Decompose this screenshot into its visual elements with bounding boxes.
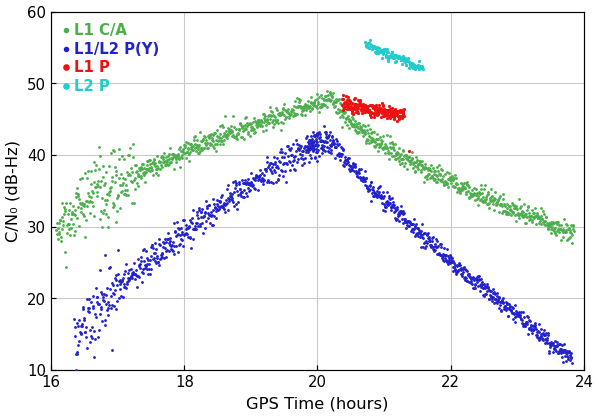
L1 C/A	[53, 228, 60, 233]
Line: L2 P: L2 P	[364, 38, 424, 71]
L1 P	[338, 103, 346, 108]
L1/L2 P(Y)	[81, 384, 88, 389]
L1 C/A	[228, 128, 235, 133]
L2 P	[377, 50, 385, 55]
L2 P	[394, 56, 401, 61]
L1 P	[344, 95, 352, 100]
L2 P	[418, 66, 425, 71]
L1/L2 P(Y)	[182, 226, 189, 231]
L1 P	[373, 105, 380, 110]
L2 P	[362, 40, 369, 45]
L1 P	[340, 93, 347, 98]
L2 P	[419, 67, 426, 72]
L1/L2 P(Y)	[458, 271, 465, 276]
L1 C/A	[63, 265, 70, 270]
Legend: L1 C/A, L1/L2 P(Y), L1 P, L2 P: L1 C/A, L1/L2 P(Y), L1 P, L2 P	[58, 19, 163, 98]
L1/L2 P(Y)	[567, 357, 574, 362]
L1/L2 P(Y)	[71, 317, 78, 322]
L1/L2 P(Y)	[313, 131, 320, 136]
L1 C/A	[336, 115, 343, 120]
Line: L1 P: L1 P	[340, 93, 410, 153]
L1 C/A	[323, 88, 330, 93]
L1 C/A	[122, 188, 129, 193]
X-axis label: GPS Time (hours): GPS Time (hours)	[246, 396, 389, 411]
L2 P	[374, 50, 382, 55]
L2 P	[401, 60, 409, 65]
Y-axis label: C/N₀ (dB-Hz): C/N₀ (dB-Hz)	[6, 140, 21, 242]
L1 C/A	[140, 170, 147, 175]
L1/L2 P(Y)	[320, 124, 328, 129]
L1 C/A	[277, 128, 285, 133]
L1 P	[365, 108, 372, 113]
L1 C/A	[570, 229, 577, 234]
Line: L1/L2 P(Y): L1/L2 P(Y)	[73, 125, 573, 389]
L1 P	[406, 149, 413, 154]
L1 P	[395, 116, 403, 121]
L1/L2 P(Y)	[428, 238, 435, 243]
L1/L2 P(Y)	[568, 360, 575, 365]
Line: L1 C/A: L1 C/A	[55, 90, 575, 269]
L2 P	[366, 38, 373, 43]
L2 P	[407, 61, 415, 66]
L1 P	[361, 107, 368, 112]
L1 P	[338, 97, 346, 102]
L1 C/A	[325, 97, 332, 102]
L1/L2 P(Y)	[531, 320, 538, 325]
